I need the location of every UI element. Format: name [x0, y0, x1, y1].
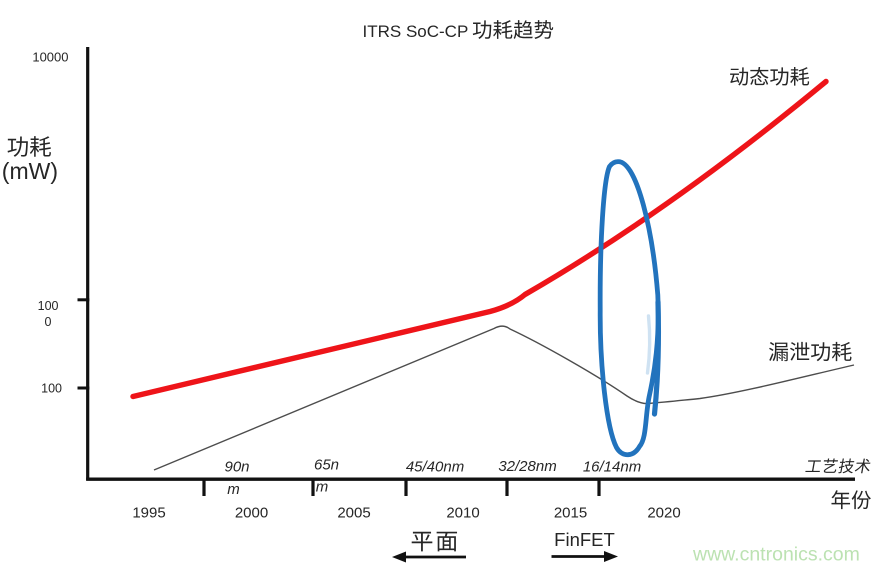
svg-text:ITRS SoC-CP: ITRS SoC-CP: [363, 22, 469, 41]
svg-text:m: m: [316, 479, 329, 496]
svg-text:FinFET: FinFET: [554, 529, 615, 550]
svg-text:16/14nm: 16/14nm: [583, 459, 641, 476]
svg-text:10000: 10000: [32, 50, 68, 65]
svg-text:45/40nm: 45/40nm: [406, 459, 464, 476]
svg-text:90n: 90n: [224, 459, 249, 476]
svg-text:www.cntronics.com: www.cntronics.com: [692, 544, 860, 566]
svg-text:2010: 2010: [446, 505, 479, 522]
svg-text:100: 100: [41, 382, 62, 396]
svg-text:2020: 2020: [647, 505, 680, 522]
svg-text:0: 0: [45, 315, 52, 329]
svg-text:1995: 1995: [132, 505, 165, 522]
svg-text:2000: 2000: [235, 505, 268, 522]
svg-text:65n: 65n: [314, 457, 339, 474]
svg-text:32/28nm: 32/28nm: [498, 458, 556, 475]
svg-text:100: 100: [38, 299, 59, 313]
svg-text:2015: 2015: [554, 505, 587, 522]
svg-text:2005: 2005: [337, 505, 370, 522]
svg-text:m: m: [227, 481, 240, 498]
svg-text:(mW): (mW): [2, 158, 58, 184]
